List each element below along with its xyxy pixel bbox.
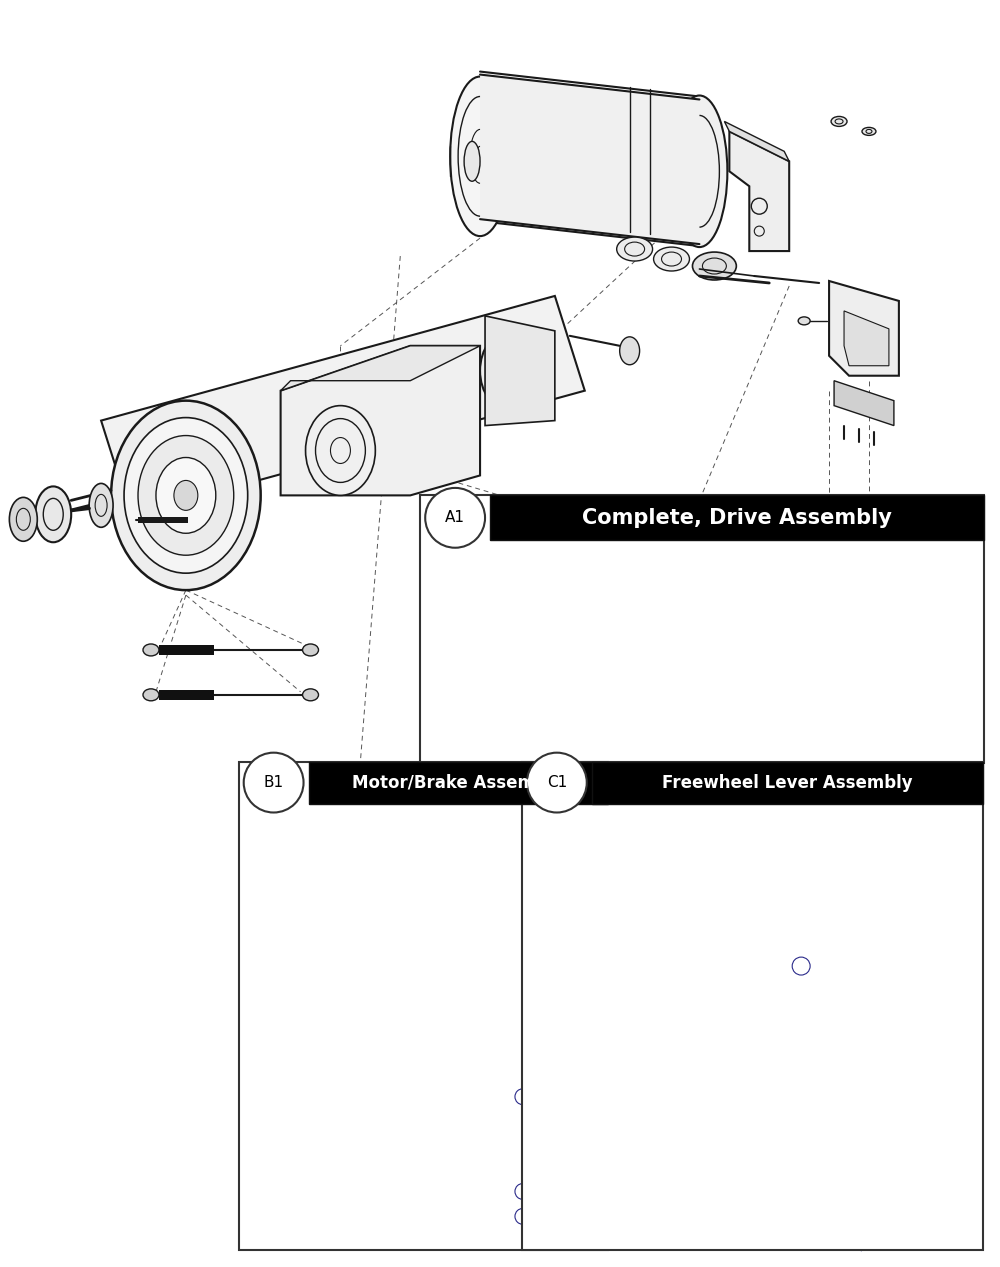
Polygon shape [498,1178,553,1232]
Polygon shape [622,1091,841,1220]
Text: Motor/Brake Assembly: Motor/Brake Assembly [352,774,564,792]
Ellipse shape [617,237,653,261]
Bar [522,761,983,1251]
Ellipse shape [303,644,319,656]
Polygon shape [498,1082,553,1131]
Polygon shape [761,891,841,1001]
Circle shape [425,488,485,547]
Ellipse shape [862,128,876,136]
Text: C1: C1 [547,775,567,791]
Ellipse shape [124,418,248,573]
Ellipse shape [464,142,480,181]
Polygon shape [281,346,480,495]
Bar [159,689,214,699]
Ellipse shape [894,883,918,900]
Text: B1: B1 [264,775,284,791]
Ellipse shape [560,680,580,708]
Ellipse shape [620,337,640,365]
Bar [729,1171,854,1205]
Ellipse shape [303,689,319,701]
Ellipse shape [143,689,159,701]
Ellipse shape [35,487,71,542]
Polygon shape [612,891,721,981]
Bar [309,761,608,803]
Ellipse shape [859,873,883,889]
Polygon shape [721,1161,861,1251]
Circle shape [527,753,587,812]
Polygon shape [844,310,889,366]
Ellipse shape [687,774,701,784]
Ellipse shape [612,685,628,704]
Ellipse shape [480,331,540,411]
Polygon shape [724,122,789,161]
Ellipse shape [693,901,749,972]
Polygon shape [729,132,789,251]
Ellipse shape [654,247,689,271]
Polygon shape [101,296,585,516]
Ellipse shape [174,480,198,511]
Ellipse shape [156,457,216,533]
Ellipse shape [111,400,261,590]
Ellipse shape [461,1082,545,1191]
Ellipse shape [692,252,736,280]
Circle shape [244,753,304,812]
Ellipse shape [904,614,924,642]
Ellipse shape [9,498,37,541]
Polygon shape [328,1073,503,1209]
Ellipse shape [307,1112,350,1168]
Text: Complete, Drive Assembly: Complete, Drive Assembly [582,508,892,528]
Ellipse shape [575,637,665,753]
Ellipse shape [306,405,375,495]
Ellipse shape [138,436,234,555]
Polygon shape [480,75,699,245]
Polygon shape [620,611,839,753]
Ellipse shape [798,317,810,324]
Ellipse shape [565,1125,583,1136]
Bar [159,645,214,655]
Bar [138,517,188,523]
Ellipse shape [274,1071,383,1210]
Ellipse shape [89,484,113,527]
Polygon shape [689,601,824,685]
Ellipse shape [450,76,510,236]
Bar [490,495,984,540]
Text: A1: A1 [445,511,465,526]
Ellipse shape [831,117,847,127]
Polygon shape [485,315,555,426]
Ellipse shape [887,620,907,647]
Polygon shape [834,380,894,426]
Ellipse shape [289,1088,368,1192]
Bar [239,761,608,1251]
Ellipse shape [319,1128,338,1153]
Polygon shape [281,346,480,390]
Ellipse shape [672,95,727,247]
Polygon shape [756,882,841,926]
Ellipse shape [143,644,159,656]
Polygon shape [829,281,899,376]
Ellipse shape [817,611,861,683]
Text: Freewheel Lever Assembly: Freewheel Lever Assembly [662,774,913,792]
Bar [420,495,984,763]
Ellipse shape [473,1098,533,1175]
Bar [592,761,983,803]
Ellipse shape [687,760,701,769]
Ellipse shape [574,888,650,984]
Ellipse shape [588,653,652,736]
